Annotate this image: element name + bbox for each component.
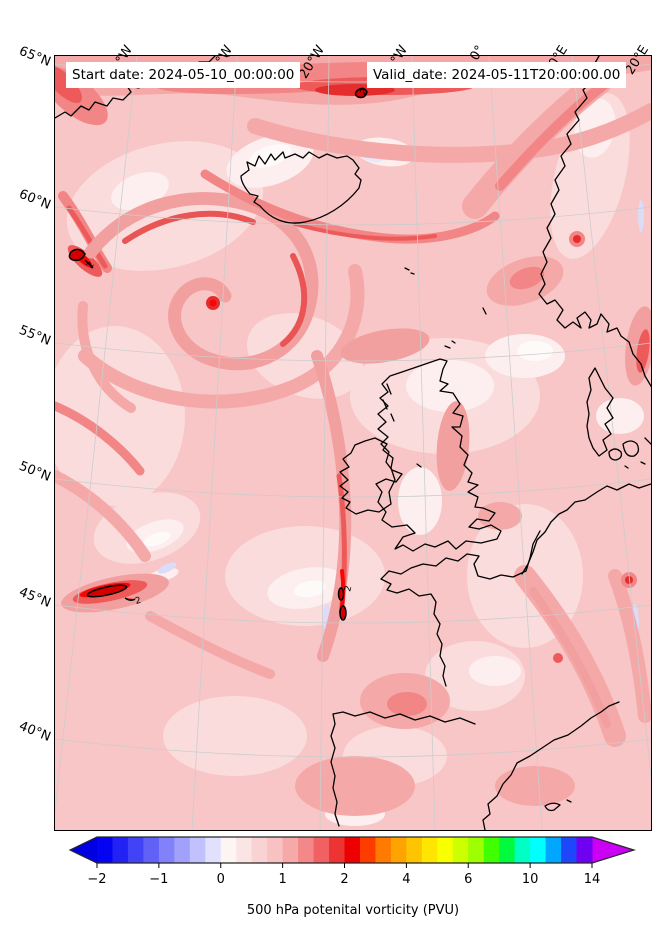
colorbar-cell-4: [158, 837, 175, 863]
valid-date-text: Valid_date: 2024-05-11T20:00:00.00: [373, 67, 621, 83]
colorbar-tick-label-8: 14: [584, 872, 601, 887]
pv-field: [55, 56, 651, 830]
lat-tick-label-0: 65°N: [16, 43, 53, 70]
colorbar-cell-24: [468, 837, 485, 863]
colorbar-cell-11: [267, 837, 284, 863]
colorbar-cell-18: [375, 837, 392, 863]
colorbar-cell-6: [189, 837, 206, 863]
coastline-iberia-med: [482, 701, 620, 830]
lat-tick-label-1: 60°N: [16, 186, 53, 213]
colorbar: −2 −1 0 1 2 4 6 10 14: [68, 836, 637, 887]
colorbar-cell-21: [421, 837, 438, 863]
colorbar-cell-5: [174, 837, 191, 863]
contour-label-0: 2: [85, 260, 96, 270]
contour-label-2: 2: [343, 585, 354, 593]
colorbar-cell-31: [576, 837, 593, 863]
colorbar-cell-3: [143, 837, 160, 863]
colorbar-caption: 500 hPa potenital vorticity (PVU): [246, 903, 460, 918]
coastline-denmark: [586, 367, 614, 457]
coastline-orkney-shetland: [444, 307, 487, 349]
lat-tick-label-3: 50°N: [16, 458, 53, 485]
graticule: [55, 56, 651, 830]
pv2-contours: [68, 87, 368, 621]
coastlines: [55, 56, 651, 830]
colorbar-cell-8: [220, 837, 237, 863]
colorbar-cell-19: [390, 837, 407, 863]
coastline-balearics: [544, 799, 572, 812]
colorbar-cell-0: [97, 837, 113, 863]
colorbar-cell-9: [236, 837, 253, 863]
colorbar-cell-25: [483, 837, 500, 863]
colorbar-tick-label-2: 0: [217, 872, 225, 887]
start-date-title-box: Start date: 2024-05-10_00:00:00: [66, 62, 301, 88]
colorbar-cell-7: [205, 837, 222, 863]
colorbar-cell-23: [452, 837, 469, 863]
colorbar-tick-labels: −2 −1 0 1 2 4 6 10 14: [87, 872, 600, 887]
lat-tick-label-5: 40°N: [16, 718, 53, 745]
coastline-ireland: [339, 437, 396, 515]
lat-tick-label-2: 55°N: [16, 322, 53, 349]
coastline-isle-of-man: [416, 463, 422, 468]
lat-tick-label-4: 45°N: [16, 584, 53, 611]
colorbar-over-arrow: [592, 837, 634, 863]
colorbar-cell-27: [514, 837, 531, 863]
colorbar-cell-13: [298, 837, 315, 863]
colorbar-cell-17: [359, 837, 376, 863]
colorbar-cell-14: [313, 837, 330, 863]
coastline-faroe: [404, 267, 415, 275]
coastline-norway: [538, 56, 651, 388]
colorbar-cell-30: [561, 837, 578, 863]
colorbar-cell-12: [282, 837, 299, 863]
map-canvas: 2 2 2 2: [55, 56, 651, 830]
coastline-danish-islands: [608, 440, 646, 469]
valid-date-title-box: Valid_date: 2024-05-11T20:00:00.00: [367, 62, 627, 88]
coastline-continent-north-sea: [521, 483, 651, 575]
colorbar-cell-1: [112, 837, 129, 863]
colorbar-tick-label-3: 1: [278, 872, 286, 887]
colorbar-under-arrow: [70, 837, 97, 863]
colorbar-cell-22: [437, 837, 454, 863]
contour-labels: 2 2 2 2: [85, 87, 370, 607]
contour-label-3: 2: [359, 87, 370, 98]
colorbar-cell-2: [127, 837, 144, 863]
colorbar-cell-28: [530, 837, 547, 863]
colorbar-cell-16: [344, 837, 361, 863]
coastline-hebrides: [382, 383, 395, 422]
coastline-britain: [375, 358, 502, 552]
coastline-iceland: [240, 151, 362, 224]
colorbar-cell-26: [499, 837, 516, 863]
colorbar-tick-label-7: 10: [522, 872, 539, 887]
colorbar-cell-15: [329, 837, 345, 863]
colorbar-tick-label-6: 6: [464, 872, 472, 887]
colorbar-tick-label-0: −2: [87, 872, 106, 887]
colorbar-tick-label-1: −1: [149, 872, 168, 887]
colorbar-cell-10: [251, 837, 268, 863]
contour-label-1: 2: [134, 596, 142, 607]
coastline-france-channel: [380, 530, 541, 687]
colorbar-cell-20: [406, 837, 423, 863]
colorbar-tick-label-4: 2: [340, 872, 348, 887]
colorbar-tick-label-5: 4: [402, 872, 410, 887]
colorbar-cell-29: [545, 837, 562, 863]
coastline-iberia-north: [330, 711, 476, 827]
start-date-text: Start date: 2024-05-10_00:00:00: [72, 67, 295, 83]
colorbar-cells: [70, 837, 634, 863]
colorbar-ticks: [96, 863, 593, 868]
map-plot-area: 2 2 2 2 Start date: 2024-05-10_00:00:00 Val…: [54, 55, 652, 831]
coastline-sweden-kattegat: [644, 437, 651, 445]
